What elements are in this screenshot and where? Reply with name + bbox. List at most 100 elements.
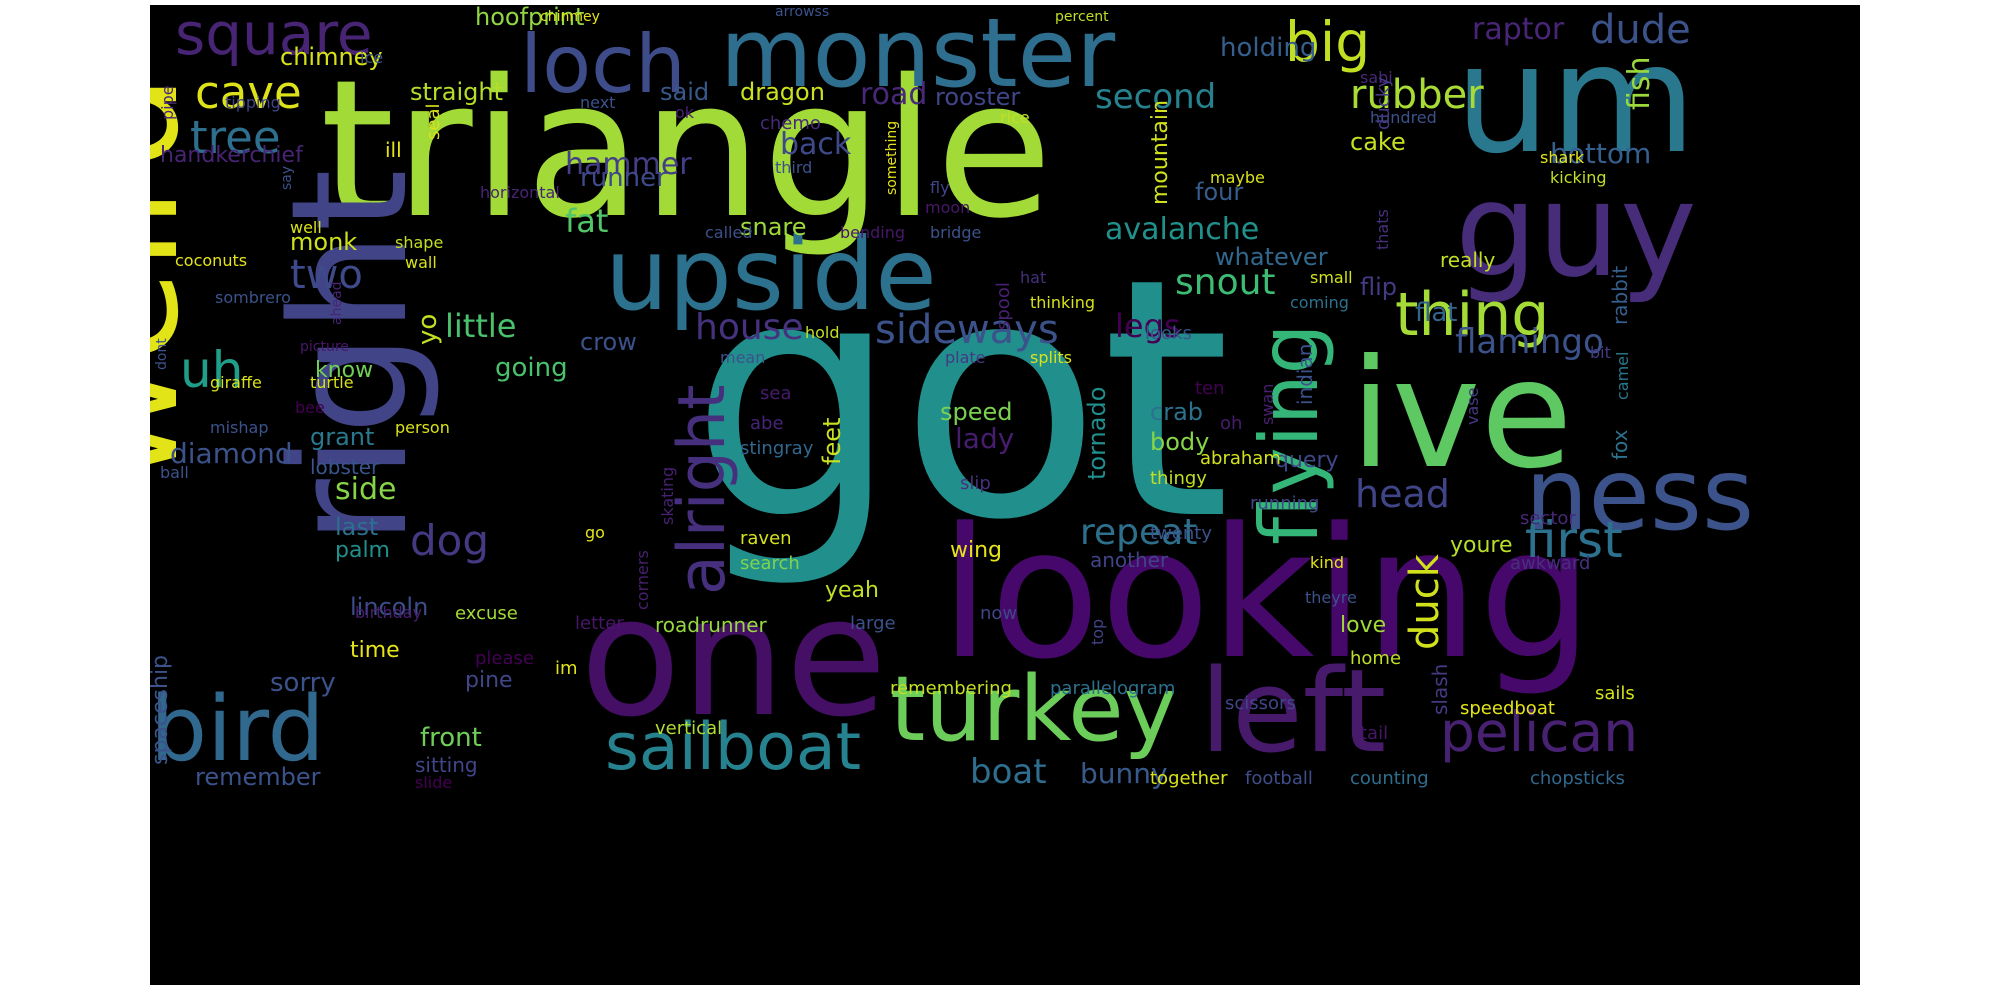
cloud-word-chopsticks: chopsticks [1530,768,1625,789]
cloud-word-sombrero: sombrero [215,288,291,307]
cloud-word-counting: counting [1350,768,1429,789]
cloud-word-speed: speed [940,398,1013,426]
cloud-word-maybe: maybe [1210,168,1265,187]
cloud-word-youre: youre [1450,533,1513,558]
cloud-word-fly: fly [930,178,950,197]
cloud-word-big: big [1285,10,1371,74]
cloud-word-guy: guy [1455,154,1697,306]
cloud-word-arrowss: arrowss [775,5,830,20]
cloud-word-splits: splits [1030,348,1072,367]
cloud-word-spool: spool [993,282,1014,330]
cloud-word-third: third [775,158,813,177]
cloud-word-triangle: triangle [320,39,1053,260]
cloud-word-ten: ten [1195,378,1225,399]
cloud-word-go: go [585,523,605,542]
cloud-word-slide: slide [415,773,453,792]
cloud-word-um: um [1455,13,1697,187]
cloud-word-bridge: bridge [930,223,982,242]
cloud-word-square: square [175,5,373,68]
cloud-word-pipe: pipe [158,85,177,120]
cloud-word-camel: camel [1613,351,1632,400]
cloud-word-boat: boat [970,752,1047,792]
cloud-word-duck: duck [1402,554,1448,650]
word-cloud: got triangle looking weird one right um … [150,5,1860,985]
cloud-word-uh: uh [180,341,244,399]
cloud-word-cave: cave [195,66,302,119]
cloud-word-sideways: sideways [875,307,1059,353]
cloud-word-together: together [1150,768,1228,789]
cloud-word-vertical: vertical [655,718,723,739]
cloud-word-small: small [1310,268,1353,287]
cloud-word-diamond: diamond [170,437,293,470]
cloud-word-palm: palm [335,538,390,563]
cloud-word-back: back [780,127,852,162]
cloud-word-love: love [1340,613,1387,638]
cloud-word-chimney: chimney [280,43,383,71]
cloud-word-now: now [980,603,1018,624]
cloud-word-abraham: abraham [1200,448,1281,469]
cloud-word-mishap: mishap [210,418,269,437]
cloud-word-got: got [690,208,1231,592]
cloud-word-remembering: remembering [890,678,1012,699]
cloud-word-slip: slip [960,473,991,494]
cloud-word-know: know [315,358,374,383]
cloud-word-spaceship: spaceship [150,654,173,765]
cloud-word-snare: snare [740,213,807,241]
cloud-word-coconuts: coconuts [175,251,248,270]
cloud-word-flamingo: flamingo [1455,322,1604,362]
cloud-word-head: head [1355,472,1450,516]
cloud-word-side: side [335,472,397,507]
cloud-word-flat: flat [1415,298,1458,328]
cloud-word-speedboat: speedboat [1460,698,1555,719]
cloud-word-turtle: turtle [310,373,354,392]
cloud-word-sea: sea [760,383,792,404]
cloud-word-ill: ill [385,138,402,162]
cloud-word-wall: wall [405,253,437,272]
cloud-word-looking: looking [940,490,1593,699]
cloud-word-skating: skating [658,466,677,525]
cloud-word-football: football [1245,768,1313,789]
cloud-word-thats: thats [1373,209,1392,250]
cloud-word-yeah: yeah [825,578,879,603]
cloud-word-roadrunner: roadrunner [655,613,767,637]
cloud-word-sabi: sabi [1360,68,1393,87]
cloud-word-sorry: sorry [270,668,336,698]
cloud-word-top: top [1088,618,1107,645]
cloud-word-seal: seal [423,103,444,140]
cloud-word-dog: dog [410,516,490,565]
cloud-word-front: front [420,723,482,753]
cloud-word-percent: percent [1055,9,1109,25]
cloud-word-thinking: thinking [1030,293,1096,312]
cloud-word-raven: raven [740,528,792,549]
cloud-word-giraffe: giraffe [210,373,262,392]
cloud-word-indian: indian [1293,343,1317,405]
cloud-word-bunny: bunny [1080,757,1168,790]
cloud-word-handkerchief: handkerchief [160,143,303,168]
cloud-word-wing: wing [950,538,1003,563]
cloud-word-stingray: stingray [740,438,814,459]
cloud-word-shark: shark [1540,148,1585,167]
cloud-word-flip: flip [1360,273,1398,301]
cloud-word-raptor: raptor [1472,12,1565,47]
cloud-word-repeat: repeat [1080,512,1198,553]
cloud-word-really: really [1440,248,1496,272]
cloud-word-sector: sector [1520,508,1576,529]
cloud-word-sailboat: sailboat [605,710,862,785]
cloud-word-fish: fish [1622,56,1657,110]
cloud-word-crab: crab [1150,398,1204,426]
cloud-word-tail: tail [1360,723,1389,744]
cloud-word-something: something [884,120,900,195]
cloud-word-home: home [1350,648,1402,669]
cloud-word-birthday: birthday [355,603,423,622]
cloud-word-legs: legs [1115,307,1181,345]
cloud-word-search: search [740,553,800,574]
cloud-word-mountain: mountain [1148,100,1173,205]
cloud-word-last: last [335,513,379,541]
cloud-word-running: running [1250,493,1320,514]
cloud-word-scissors: scissors [1225,693,1296,714]
cloud-word-twenty: twenty [1150,523,1212,544]
cloud-word-moon: moon [925,198,971,217]
cloud-word-ball: ball [160,463,189,482]
cloud-word-time: time [350,638,400,663]
cloud-word-road: road [860,77,928,112]
